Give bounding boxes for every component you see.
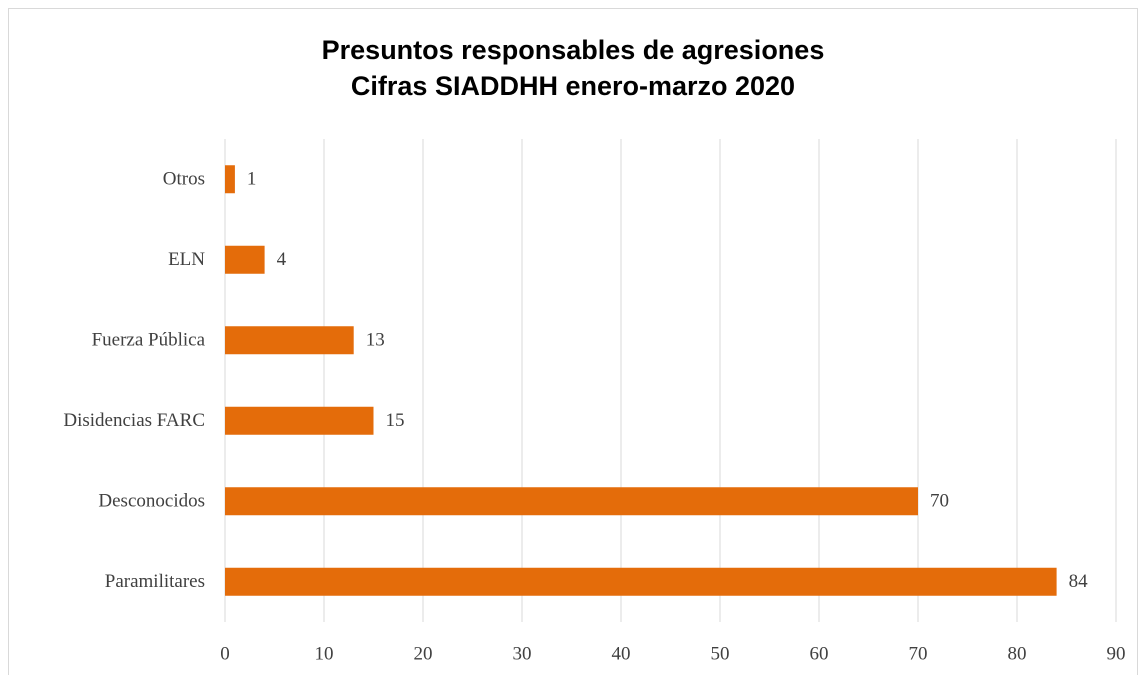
value-label: 70 [930,491,949,512]
chart-subtitle: Cifras SIADDHH enero-marzo 2020 [351,71,795,101]
y-tick-label: Desconocidos [98,491,205,512]
bar [225,487,918,516]
bar [225,245,265,274]
x-tick-label: 50 [711,643,730,664]
y-tick-label: Disidencias FARC [63,410,205,431]
y-tick-label: Fuerza Pública [92,330,206,351]
x-tick-label: 30 [513,643,532,664]
value-label: 84 [1069,571,1089,592]
x-tick-label: 10 [315,643,334,664]
bar [225,406,374,435]
chart-frame [8,8,1138,675]
value-label: 15 [386,410,405,431]
bar [225,326,354,355]
x-tick-label: 70 [909,643,928,664]
value-label: 1 [247,169,257,190]
x-tick-label: 80 [1008,643,1027,664]
x-tick-label: 0 [220,643,230,664]
bar [225,165,235,194]
y-tick-label: Paramilitares [105,571,205,592]
y-tick-label: Otros [163,169,205,190]
x-tick-label: 60 [810,643,829,664]
y-tick-label: ELN [168,249,205,270]
x-tick-label: 20 [414,643,433,664]
bar [225,567,1057,596]
chart-title: Presuntos responsables de agresiones [322,35,825,65]
x-tick-label: 40 [612,643,631,664]
value-label: 4 [277,249,287,270]
value-label: 13 [366,330,385,351]
x-tick-label: 90 [1107,643,1126,664]
